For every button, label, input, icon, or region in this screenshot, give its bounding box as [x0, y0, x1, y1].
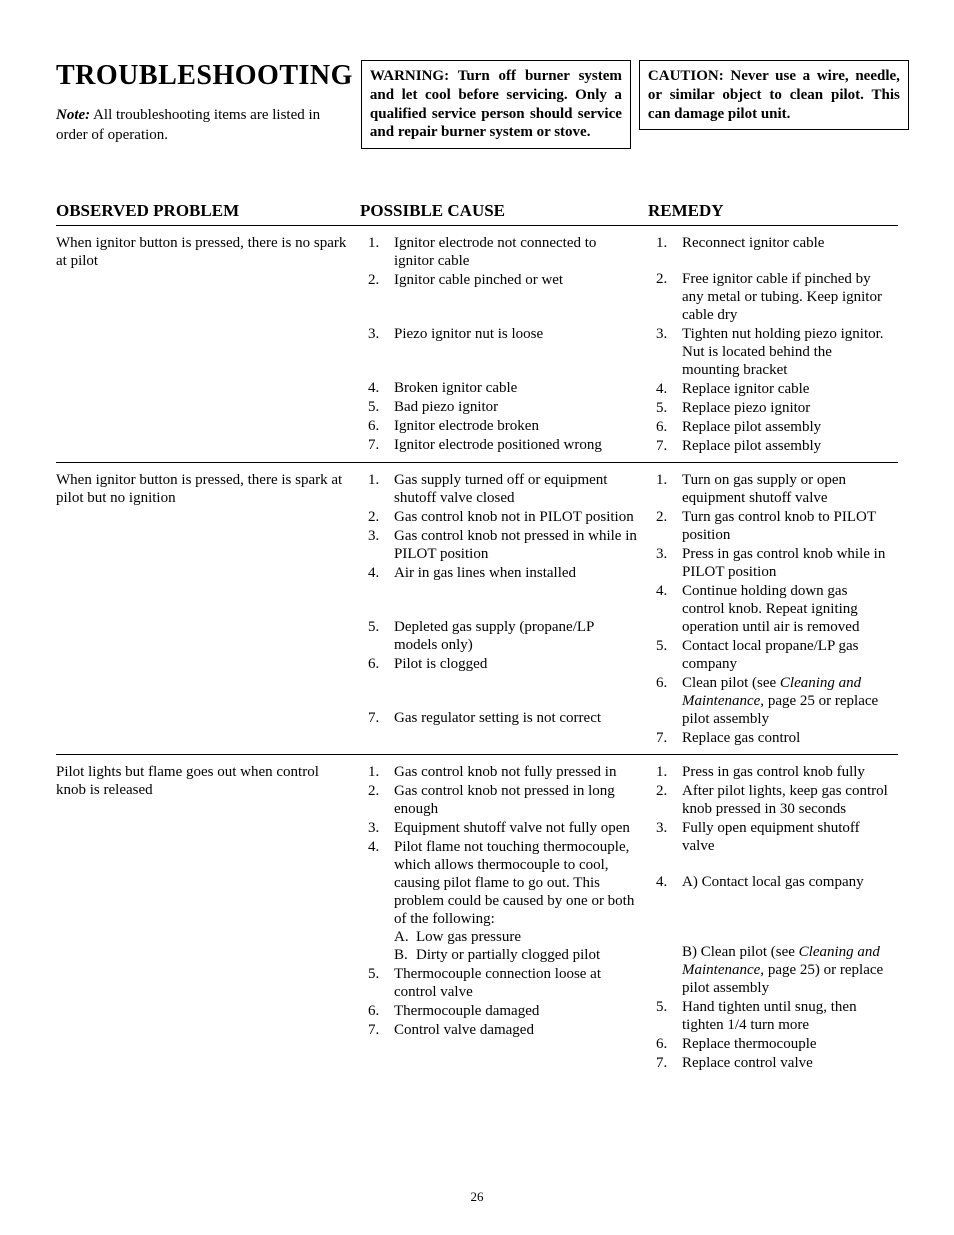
page: TROUBLESHOOTING Note: All troubleshootin… — [0, 0, 954, 1235]
cause-item: Pilot is clogged — [394, 655, 646, 673]
problem-cell: When ignitor button is pressed, there is… — [56, 234, 368, 456]
remedy-item: Hand tighten until snug, then tighten 1/… — [682, 998, 898, 1034]
cause-item: Gas supply turned off or equipment shuto… — [394, 471, 646, 507]
cause-item: Pilot flame not touching thermocouple, w… — [394, 838, 646, 964]
cause-item: Control valve damaged — [394, 1021, 646, 1039]
cause-item: Gas control knob not fully pressed in — [394, 763, 646, 781]
cause-item: Gas control knob not pressed in long eno… — [394, 782, 646, 818]
remedy-item: Clean pilot (see Cleaning and Maintenanc… — [682, 674, 898, 728]
problem-cell: Pilot lights but flame goes out when con… — [56, 763, 368, 1073]
remedy-item: Replace control valve — [682, 1054, 898, 1072]
remedy-item: Replace pilot assembly — [682, 437, 898, 455]
cause-item: Piezo ignitor nut is loose — [394, 325, 646, 343]
remedy-item: Replace pilot assembly — [682, 418, 898, 436]
header-row: TROUBLESHOOTING Note: All troubleshootin… — [56, 60, 898, 149]
cause-cell: 1.Gas control knob not fully pressed in … — [368, 763, 656, 1073]
remedy-item: Fully open equipment shutoff valve — [682, 819, 898, 855]
cause-sub-item: Dirty or partially clogged pilot — [416, 946, 600, 964]
table-row: When ignitor button is pressed, there is… — [56, 226, 898, 463]
cause-item: Air in gas lines when installed — [394, 564, 646, 582]
remedy-cell: 1.Turn on gas supply or open equipment s… — [656, 471, 898, 748]
header-remedy: REMEDY — [648, 201, 898, 221]
header-problem: OBSERVED PROBLEM — [56, 201, 360, 221]
troubleshooting-table: OBSERVED PROBLEM POSSIBLE CAUSE REMEDY W… — [56, 201, 898, 1079]
remedy-cell: 1.Reconnect ignitor cable 2.Free ignitor… — [656, 234, 898, 456]
remedy-item: Contact local propane/LP gas company — [682, 637, 898, 673]
remedy-item: Press in gas control knob fully — [682, 763, 898, 781]
note-text: All troubleshooting items are listed in … — [56, 107, 320, 143]
problem-cell: When ignitor button is pressed, there is… — [56, 471, 368, 748]
remedy-item: Replace piezo ignitor — [682, 399, 898, 417]
cause-item: Depleted gas supply (propane/LP models o… — [394, 618, 646, 654]
remedy-item: Free ignitor cable if pinched by any met… — [682, 270, 898, 324]
cause-item: Gas control knob not pressed in while in… — [394, 527, 646, 563]
page-title: TROUBLESHOOTING — [56, 60, 353, 92]
note-label: Note: — [56, 107, 90, 123]
remedy-item: Tighten nut holding piezo ignitor. Nut i… — [682, 325, 898, 379]
caution-box: CAUTION: Never use a wire, needle, or si… — [639, 60, 909, 130]
remedy-cell: 1.Press in gas control knob fully 2.Afte… — [656, 763, 898, 1073]
remedy-item: Replace gas control — [682, 729, 898, 747]
remedy-item: Turn on gas supply or open equipment shu… — [682, 471, 898, 507]
cause-item: Bad piezo ignitor — [394, 398, 646, 416]
table-row: When ignitor button is pressed, there is… — [56, 463, 898, 755]
cause-item: Gas regulator setting is not correct — [394, 709, 646, 727]
page-number: 26 — [0, 1189, 954, 1205]
cause-item: Broken ignitor cable — [394, 379, 646, 397]
remedy-sub-item: B) Clean pilot (see Cleaning and Mainten… — [682, 943, 890, 997]
remedy-item: Continue holding down gas control knob. … — [682, 582, 898, 636]
remedy-item: Press in gas control knob while in PILOT… — [682, 545, 898, 581]
cause-sub-item: Low gas pressure — [416, 928, 521, 946]
remedy-item: Turn gas control knob to PILOT position — [682, 508, 898, 544]
cause-item: Thermocouple connection loose at control… — [394, 965, 646, 1001]
cause-item: Gas control knob not in PILOT position — [394, 508, 646, 526]
remedy-item: Reconnect ignitor cable — [682, 234, 898, 252]
cause-cell: 1.Ignitor electrode not connected to ign… — [368, 234, 656, 456]
warning-box: WARNING: Turn off burner system and let … — [361, 60, 631, 149]
cause-item: Equipment shutoff valve not fully open — [394, 819, 646, 837]
remedy-item: After pilot lights, keep gas control kno… — [682, 782, 898, 818]
cause-item: Ignitor cable pinched or wet — [394, 271, 646, 289]
cause-item: Ignitor electrode broken — [394, 417, 646, 435]
cause-item: Thermocouple damaged — [394, 1002, 646, 1020]
cause-item: Ignitor electrode positioned wrong — [394, 436, 646, 454]
header-cause: POSSIBLE CAUSE — [360, 201, 648, 221]
table-header-row: OBSERVED PROBLEM POSSIBLE CAUSE REMEDY — [56, 201, 898, 226]
cause-cell: 1.Gas supply turned off or equipment shu… — [368, 471, 656, 748]
table-row: Pilot lights but flame goes out when con… — [56, 755, 898, 1079]
remedy-item: Replace thermocouple — [682, 1035, 898, 1053]
cause-item: Ignitor electrode not connected to ignit… — [394, 234, 646, 270]
title-column: TROUBLESHOOTING Note: All troubleshootin… — [56, 60, 353, 145]
remedy-item: A) Contact local gas company B) Clean pi… — [682, 873, 898, 997]
note: Note: All troubleshooting items are list… — [56, 106, 353, 145]
remedy-item: Replace ignitor cable — [682, 380, 898, 398]
